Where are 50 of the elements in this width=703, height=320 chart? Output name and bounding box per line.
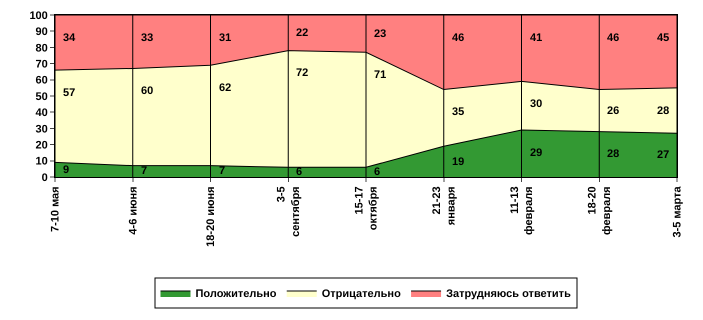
- data-label: 29: [530, 147, 542, 159]
- data-label: 22: [296, 27, 308, 39]
- data-label: 7: [141, 165, 148, 177]
- y-tick-label: 50: [36, 90, 48, 103]
- y-tick-label: 60: [36, 74, 48, 87]
- legend-label: Затрудняюсь ответить: [446, 288, 572, 300]
- x-tick-label: 21-23 января: [431, 186, 458, 226]
- data-label: 71: [374, 69, 386, 81]
- data-label: 41: [530, 32, 542, 44]
- y-tick-label: 100: [29, 10, 48, 22]
- data-label: 28: [657, 105, 670, 117]
- data-label: 57: [63, 87, 76, 99]
- y-tick-label: 70: [36, 58, 48, 70]
- data-label: 28: [607, 148, 620, 160]
- data-label: 31: [219, 32, 232, 44]
- x-tick-label: 4-6 июня: [127, 186, 140, 235]
- data-label: 7: [219, 165, 226, 177]
- x-tick-label: 7-10 мая: [50, 186, 62, 232]
- x-tick-label: 3-5 сентября: [276, 186, 302, 237]
- y-tick-label: 40: [36, 107, 48, 120]
- x-tick-label: 15-17 октября: [353, 186, 380, 230]
- y-tick-label: 90: [36, 26, 48, 38]
- data-label: 9: [63, 164, 70, 176]
- data-label: 23: [374, 28, 386, 40]
- data-label: 33: [141, 32, 154, 44]
- data-label: 62: [219, 82, 232, 94]
- data-label: 6: [296, 166, 302, 178]
- x-tick-label: 18-20 июня: [205, 186, 218, 247]
- data-label: 46: [607, 32, 620, 44]
- legend-label: Отрицательно: [322, 288, 402, 300]
- y-tick-label: 30: [36, 123, 48, 136]
- data-label: 72: [296, 67, 308, 79]
- data-label: 27: [657, 149, 670, 161]
- y-tick-label: 20: [36, 139, 48, 152]
- data-label: 26: [607, 105, 620, 117]
- x-tick-label: 18-20 февраля: [586, 186, 613, 236]
- data-label: 34: [63, 32, 76, 44]
- data-label: 35: [452, 106, 464, 118]
- x-tick-label: 3-5 марта: [672, 186, 684, 238]
- legend-label: Положительно: [196, 288, 277, 300]
- data-label: 30: [530, 98, 542, 110]
- x-tick-label: 11-13 февраля: [508, 186, 536, 236]
- y-tick-label: 0: [42, 172, 48, 184]
- data-label: 19: [452, 156, 464, 168]
- y-tick-label: 10: [36, 156, 48, 168]
- data-label: 46: [452, 32, 464, 44]
- y-tick-label: 80: [36, 42, 48, 54]
- data-label: 6: [374, 166, 380, 178]
- data-label: 60: [141, 85, 154, 97]
- data-label: 45: [657, 32, 670, 44]
